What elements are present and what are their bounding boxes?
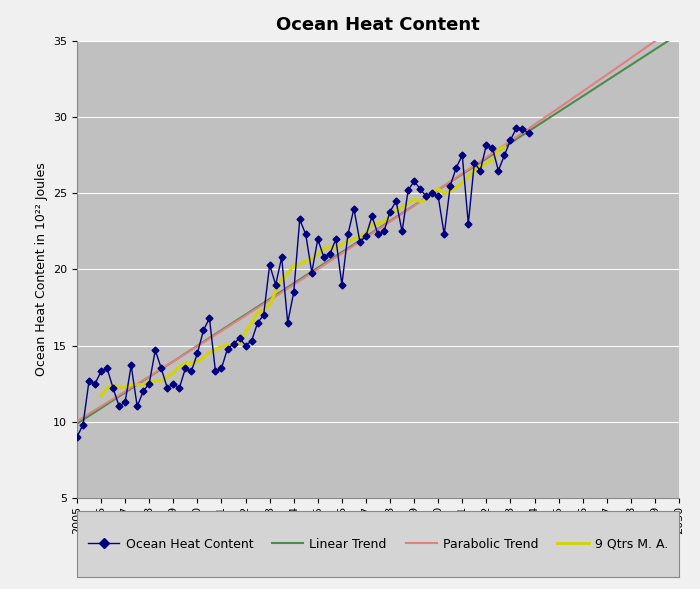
Y-axis label: Ocean Heat Content in 10²² Joules: Ocean Heat Content in 10²² Joules: [34, 163, 48, 376]
Legend: Ocean Heat Content, Linear Trend, Parabolic Trend, 9 Qtrs M. A.: Ocean Heat Content, Linear Trend, Parabo…: [83, 532, 673, 555]
Title: Ocean Heat Content: Ocean Heat Content: [276, 16, 480, 34]
